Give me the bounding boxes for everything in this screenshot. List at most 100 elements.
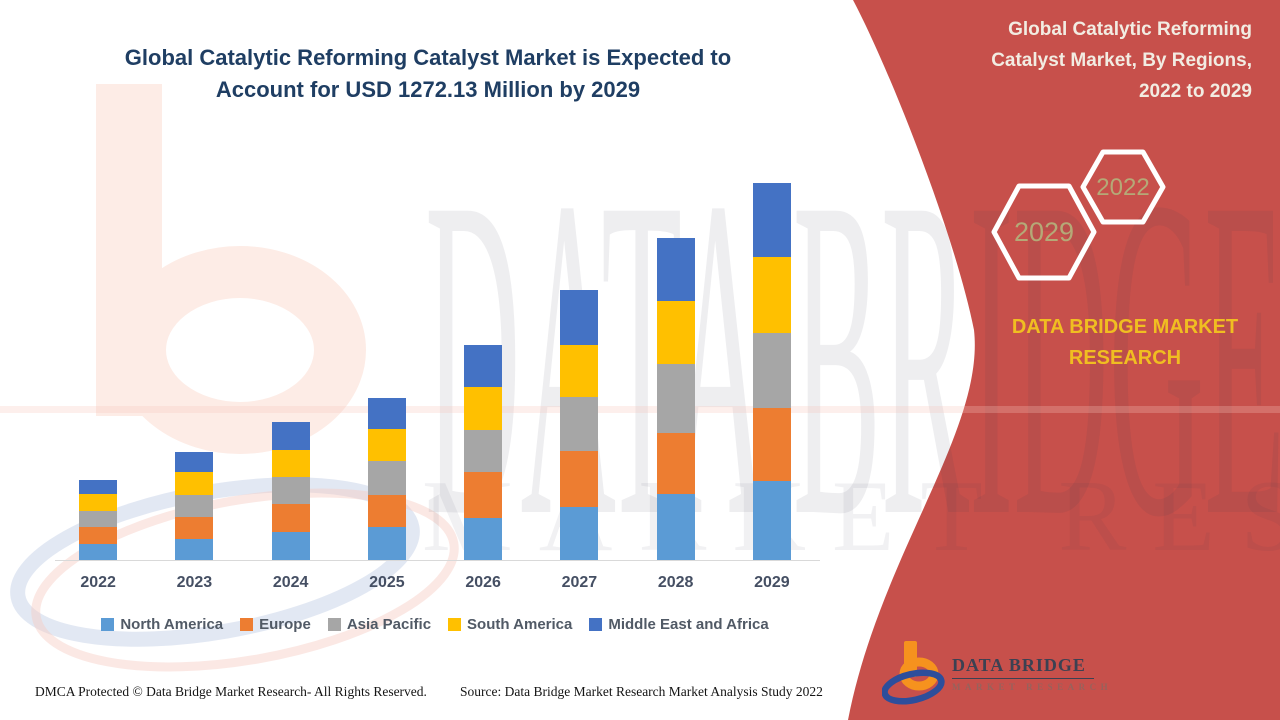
- bar-segment: [175, 494, 214, 517]
- logo-text: DATA BRIDGE MARKET RESEARCH: [952, 655, 1113, 692]
- bar-segment: [656, 432, 695, 494]
- x-axis-label: 2025: [369, 574, 405, 591]
- bar-segment: [656, 301, 695, 365]
- bar-segment: [271, 449, 310, 478]
- bar-segment: [271, 477, 310, 505]
- logo-subtitle: MARKET RESEARCH: [952, 681, 1113, 692]
- legend-item: South America: [448, 616, 572, 633]
- bar-segment: [752, 257, 791, 334]
- stacked-bar-2028: [656, 237, 695, 560]
- bar-segment: [560, 451, 599, 507]
- bar-segment: [656, 493, 695, 560]
- side-panel-title: Global Catalytic Reforming Catalyst Mark…: [991, 19, 1252, 102]
- bar-segment: [79, 479, 118, 494]
- red-panel-path: [848, 0, 1280, 720]
- logo-title: DATA BRIDGE: [952, 655, 1094, 679]
- legend-swatch: [327, 618, 341, 631]
- bar-segment: [367, 429, 406, 462]
- bar-column-2022: [50, 170, 146, 560]
- x-axis-label: 2029: [754, 574, 790, 591]
- stacked-bar-2029: [752, 183, 791, 560]
- bar-segment: [560, 507, 599, 560]
- bar-column-2029: [724, 170, 820, 560]
- legend-item: Asia Pacific: [327, 616, 432, 633]
- x-axis-line: [55, 560, 820, 561]
- bar-segment: [752, 480, 791, 560]
- bar-segment: [464, 429, 503, 472]
- bar-segment: [464, 386, 503, 430]
- bar-segment: [560, 396, 599, 451]
- bar-segment: [271, 532, 310, 560]
- x-axis-label: 2023: [176, 574, 213, 591]
- x-axis-label: 2027: [561, 574, 598, 591]
- bar-segment: [367, 461, 406, 495]
- bar-segment: [175, 539, 214, 560]
- stacked-bar-2025: [367, 397, 406, 560]
- bar-segment: [79, 510, 118, 527]
- bar-segment: [79, 526, 118, 544]
- x-axis-label: 2028: [657, 574, 694, 591]
- legend-label: North America: [120, 616, 224, 633]
- bar-segment: [464, 344, 503, 387]
- stacked-bar-2024: [271, 422, 310, 560]
- bar-column-2028: [628, 170, 724, 560]
- bar-segment: [656, 364, 695, 433]
- stacked-bar-2022: [79, 479, 118, 560]
- chart-title: Global Catalytic Reforming Catalyst Mark…: [124, 45, 732, 102]
- bar-segment: [560, 344, 599, 397]
- brand-wordmark: DATA BRIDGE MARKET RESEARCH: [1011, 316, 1239, 369]
- legend-swatch: [589, 618, 603, 631]
- legend-swatch: [448, 618, 462, 631]
- legend-item: Middle East and Africa: [589, 616, 769, 633]
- data-bridge-logo: DATA BRIDGE MARKET RESEARCH: [882, 634, 1112, 712]
- bar-segment: [175, 516, 214, 539]
- x-axis-label: 2022: [80, 574, 116, 591]
- stacked-bar-2026: [464, 344, 503, 560]
- x-axis-label: 2026: [465, 574, 501, 591]
- legend-item: North America: [101, 616, 223, 633]
- bar-segment: [175, 451, 214, 472]
- bar-segment: [367, 527, 406, 560]
- year-hexagon-badges: 2022 2029: [991, 149, 1166, 281]
- bar-segment: [79, 493, 118, 511]
- bar-segment: [464, 471, 503, 518]
- bar-segment: [367, 494, 406, 528]
- bar-segment: [271, 422, 310, 450]
- source-note: Source: Data Bridge Market Research Mark…: [460, 684, 823, 699]
- hexagon-2022-label: 2022: [1096, 174, 1149, 201]
- bar-segment: [464, 517, 503, 560]
- bar-segment: [752, 408, 791, 481]
- x-axis-label: 2024: [272, 574, 309, 591]
- legend-label: Asia Pacific: [346, 616, 432, 633]
- dmca-notice: DMCA Protected © Data Bridge Market Rese…: [35, 684, 427, 699]
- bar-column-2025: [339, 170, 435, 560]
- bar-segment: [79, 544, 118, 560]
- bar-column-2024: [243, 170, 339, 560]
- data-bridge-logo-icon: [882, 641, 945, 705]
- legend-label: Middle East and Africa: [608, 616, 769, 633]
- bar-segment: [656, 237, 695, 302]
- stacked-bar-2023: [175, 451, 214, 560]
- decorative-band: [0, 406, 1280, 413]
- chart-legend: North America Europe Asia Pacific South Ame…: [50, 616, 820, 633]
- legend-item: Europe: [240, 616, 311, 633]
- bar-segment: [560, 290, 599, 345]
- legend-label: South America: [467, 616, 573, 633]
- bar-column-2023: [146, 170, 242, 560]
- bar-segment: [175, 471, 214, 495]
- bar-segment: [367, 397, 406, 430]
- bar-segment: [271, 504, 310, 533]
- legend-swatch: [240, 618, 254, 631]
- x-axis-labels: 2022 2023 2024 2025 2026 2027 2028 2029: [50, 574, 820, 592]
- stacked-bar-2027: [560, 290, 599, 560]
- legend-swatch: [101, 618, 115, 631]
- legend-label: Europe: [259, 616, 311, 633]
- hexagon-2029: [991, 183, 1097, 281]
- plot-area: [50, 170, 820, 560]
- hexagon-2022: [1080, 149, 1166, 225]
- hexagon-2029-label: 2029: [1014, 217, 1074, 247]
- bar-column-2027: [531, 170, 627, 560]
- bar-column-2026: [435, 170, 531, 560]
